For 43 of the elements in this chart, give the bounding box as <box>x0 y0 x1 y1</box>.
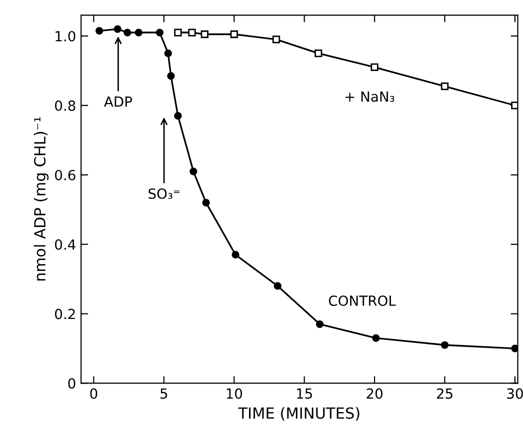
x-tick-label: 5 <box>160 388 168 399</box>
annotation: SO₃⁼ <box>148 188 180 199</box>
point <box>372 334 380 342</box>
point <box>124 28 132 36</box>
x-tick-label: 20 <box>366 388 382 399</box>
point <box>114 25 122 33</box>
series-label: CONTROL <box>328 295 396 306</box>
point <box>200 30 208 38</box>
point <box>314 50 322 58</box>
x-tick-label: 15 <box>297 388 312 399</box>
y-axis-title: nmol ADP (mg CHL)⁻¹ <box>34 117 49 281</box>
x-tick-label: 25 <box>436 388 452 399</box>
x-tick-label: 10 <box>226 388 242 399</box>
point <box>232 250 240 259</box>
x-tick-label: 0 <box>90 388 98 399</box>
y-tick-label: 0.8 <box>55 100 76 111</box>
point <box>272 36 280 44</box>
point <box>167 72 175 80</box>
y-tick-label: 0.4 <box>55 239 76 250</box>
y-tick-label: 0.2 <box>55 308 75 320</box>
point <box>440 82 449 90</box>
y-tick-label: 0 <box>68 378 76 389</box>
point <box>134 28 142 36</box>
point <box>440 341 449 349</box>
x-axis-title: TIME (MINUTES) <box>238 407 360 421</box>
point <box>188 28 196 36</box>
point <box>316 320 324 328</box>
point <box>164 50 172 58</box>
series-label: + NaN₃ <box>345 92 394 102</box>
point <box>230 30 238 38</box>
point <box>190 168 198 176</box>
x-tick-label: 30 <box>507 388 523 399</box>
point <box>511 344 518 352</box>
point <box>274 282 282 290</box>
point <box>202 198 210 206</box>
point <box>174 28 182 36</box>
point <box>96 26 104 35</box>
y-tick-label: 0.6 <box>55 170 76 180</box>
point <box>174 112 182 120</box>
annotation: ADP <box>104 96 132 107</box>
point <box>156 28 164 36</box>
y-tick-label: 1.0 <box>56 30 76 42</box>
point <box>370 63 378 72</box>
